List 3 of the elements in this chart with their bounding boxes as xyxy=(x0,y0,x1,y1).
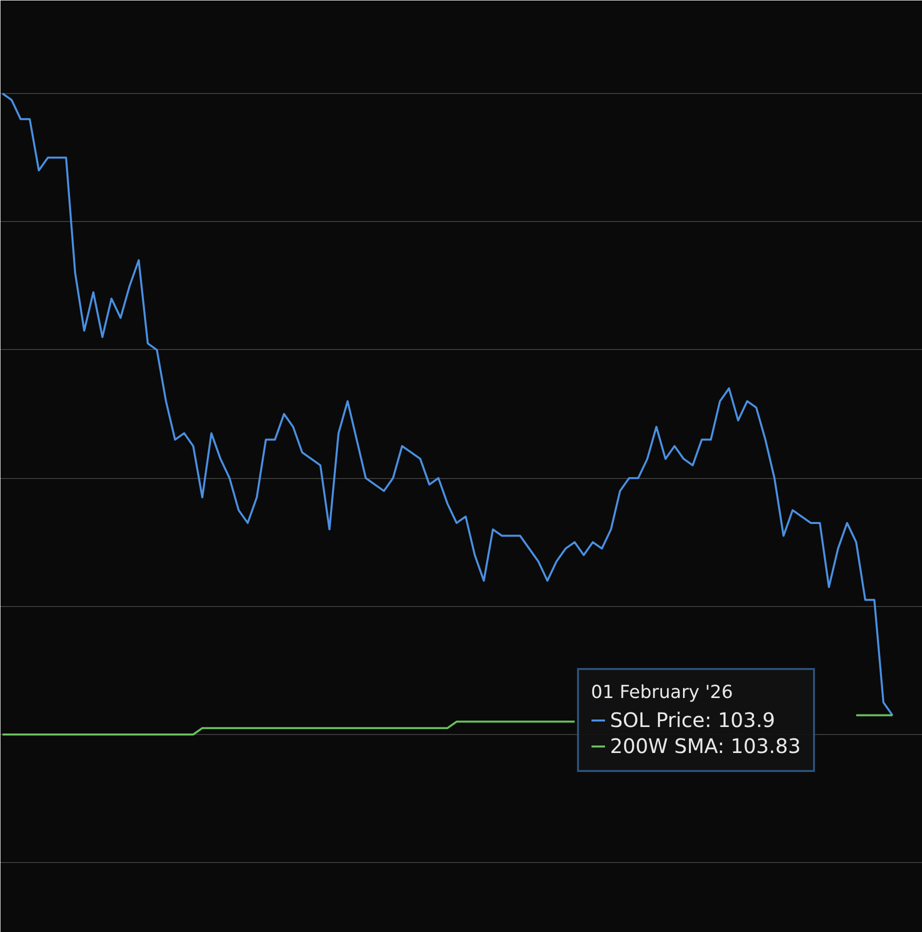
legend-label: 200W SMA: 103.83 xyxy=(610,734,801,758)
legend-title: 01 February '26 xyxy=(591,682,734,703)
legend-label: SOL Price: 103.9 xyxy=(610,708,776,732)
